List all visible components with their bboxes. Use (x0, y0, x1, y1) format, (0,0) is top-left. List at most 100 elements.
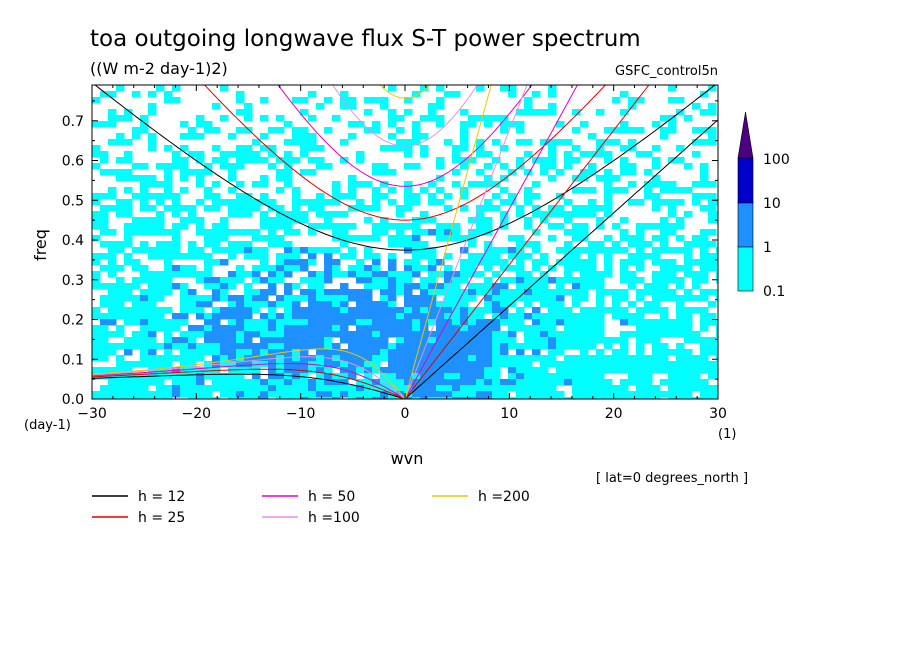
power-cell-0.1-1 (204, 349, 213, 356)
power-cell-0.1-1 (596, 151, 605, 158)
power-cell-0.1-1 (716, 319, 718, 326)
power-cell-1-10 (268, 385, 277, 392)
power-cell-0.1-1 (116, 169, 125, 176)
power-cell-0.1-1 (284, 169, 293, 176)
power-cell-0.1-1 (220, 361, 229, 368)
power-cell-0.1-1 (684, 265, 693, 272)
power-cell-0.1-1 (300, 295, 309, 302)
power-cell-1-10 (388, 325, 397, 332)
power-cell-0.1-1 (260, 301, 269, 308)
power-cell-0.1-1 (460, 187, 469, 194)
power-cell-0.1-1 (676, 319, 685, 326)
power-cell-0.1-1 (636, 127, 645, 134)
power-cell-1-10 (476, 355, 485, 362)
power-cell-0.1-1 (252, 397, 261, 399)
power-cell-0.1-1 (156, 397, 165, 399)
power-cell-0.1-1 (604, 211, 613, 218)
power-cell-0.1-1 (484, 283, 493, 290)
power-cell-0.1-1 (204, 313, 213, 320)
power-cell-0.1-1 (708, 361, 717, 368)
power-cell-1-10 (284, 283, 293, 290)
power-cell-0.1-1 (524, 301, 533, 308)
power-cell-0.1-1 (484, 241, 493, 248)
power-cell-0.1-1 (700, 349, 709, 356)
power-cell-0.1-1 (364, 205, 373, 212)
power-cell-0.1-1 (132, 217, 141, 224)
power-cell-0.1-1 (500, 259, 509, 266)
power-cell-0.1-1 (396, 223, 405, 230)
power-cell-0.1-1 (564, 307, 573, 314)
power-cell-0.1-1 (540, 337, 549, 344)
power-cell-0.1-1 (260, 175, 269, 182)
power-cell-0.1-1 (508, 253, 517, 260)
power-cell-0.1-1 (588, 211, 597, 218)
power-cell-0.1-1 (460, 127, 469, 134)
power-cell-0.1-1 (308, 205, 317, 212)
power-cell-0.1-1 (148, 145, 157, 152)
power-cell-0.1-1 (108, 283, 117, 290)
power-cell-0.1-1 (268, 199, 277, 206)
power-cell-0.1-1 (268, 307, 277, 314)
power-cell-0.1-1 (524, 271, 533, 278)
power-cell-0.1-1 (156, 325, 165, 332)
chart-title: toa outgoing longwave flux S-T power spe… (90, 26, 641, 52)
power-cell-0.1-1 (572, 247, 581, 254)
power-cell-0.1-1 (148, 175, 157, 182)
power-cell-0.1-1 (244, 271, 253, 278)
power-cell-0.1-1 (604, 259, 613, 266)
power-cell-0.1-1 (212, 205, 221, 212)
power-cell-0.1-1 (484, 277, 493, 284)
y-tick-label: 0.4 (62, 233, 84, 249)
power-cell-1-10 (340, 337, 349, 344)
power-cell-0.1-1 (588, 151, 597, 158)
power-cell-0.1-1 (164, 175, 173, 182)
power-cell-0.1-1 (308, 259, 317, 266)
power-cell-1-10 (308, 337, 317, 344)
power-cell-0.1-1 (92, 199, 101, 206)
power-cell-0.1-1 (604, 199, 613, 206)
power-cell-1-10 (308, 295, 317, 302)
power-cell-0.1-1 (396, 145, 405, 152)
power-cell-0.1-1 (308, 157, 317, 164)
power-cell-0.1-1 (676, 307, 685, 314)
power-cell-0.1-1 (196, 115, 205, 122)
power-cell-0.1-1 (252, 265, 261, 272)
power-cell-0.1-1 (452, 313, 461, 320)
power-cell-0.1-1 (188, 349, 197, 356)
power-cell-1-10 (100, 319, 109, 326)
power-cell-0.1-1 (596, 379, 605, 386)
power-cell-0.1-1 (220, 355, 229, 362)
power-cell-0.1-1 (140, 223, 149, 230)
power-cell-0.1-1 (708, 313, 717, 320)
power-cell-0.1-1 (476, 385, 485, 392)
power-cell-0.1-1 (460, 163, 469, 170)
power-cell-0.1-1 (140, 121, 149, 128)
power-cell-1-10 (340, 331, 349, 338)
power-cell-0.1-1 (436, 385, 445, 392)
power-cell-0.1-1 (700, 205, 709, 212)
power-cell-0.1-1 (380, 349, 389, 356)
power-cell-0.1-1 (716, 391, 718, 398)
power-cell-0.1-1 (596, 241, 605, 248)
power-cell-0.1-1 (428, 259, 437, 266)
power-cell-1-10 (388, 295, 397, 302)
power-cell-0.1-1 (212, 283, 221, 290)
power-cell-0.1-1 (580, 331, 589, 338)
power-cell-0.1-1 (172, 151, 181, 158)
power-cell-1-10 (484, 355, 493, 362)
power-cell-0.1-1 (148, 319, 157, 326)
power-cell-0.1-1 (156, 295, 165, 302)
power-cell-0.1-1 (564, 331, 573, 338)
power-cell-1-10 (308, 379, 317, 386)
power-cell-1-10 (452, 397, 461, 399)
power-cell-0.1-1 (596, 349, 605, 356)
power-cell-0.1-1 (100, 355, 109, 362)
power-cell-0.1-1 (716, 199, 718, 206)
power-cell-0.1-1 (668, 181, 677, 188)
power-cell-0.1-1 (580, 313, 589, 320)
power-cell-0.1-1 (596, 385, 605, 392)
power-cell-0.1-1 (468, 217, 477, 224)
power-cell-0.1-1 (572, 289, 581, 296)
power-cell-0.1-1 (324, 127, 333, 134)
power-cell-0.1-1 (204, 241, 213, 248)
